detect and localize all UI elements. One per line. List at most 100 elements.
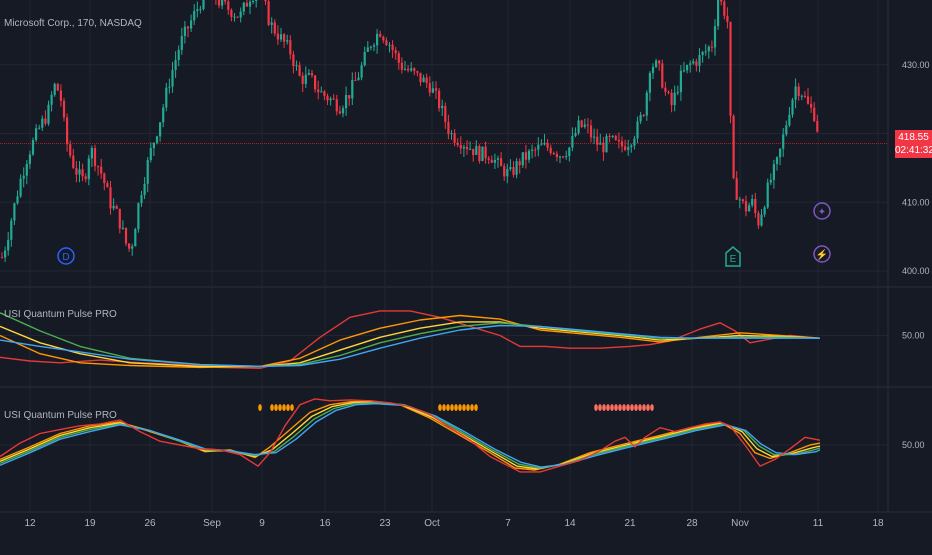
candle-body: [782, 134, 785, 149]
candle-body: [785, 125, 788, 135]
candle-body: [602, 142, 605, 153]
candle-body: [273, 22, 276, 34]
candle-body: [490, 159, 493, 163]
candle-body: [66, 117, 69, 145]
candle-body: [97, 166, 100, 168]
candle-body: [118, 208, 121, 229]
candle-body: [456, 142, 459, 145]
axes: 430.00420.00410.00400.0050.0050.00121926…: [0, 0, 932, 529]
candle-body: [25, 163, 28, 176]
candle-body: [310, 72, 314, 76]
candle-body: [100, 166, 103, 174]
candle-body: [109, 187, 112, 209]
candle-body: [87, 158, 90, 180]
candle-body: [233, 16, 236, 18]
candle-body: [90, 148, 93, 159]
candle-body: [416, 71, 419, 73]
candle-body: [701, 52, 704, 56]
osc1-series-line: [0, 321, 821, 368]
candle-body: [574, 133, 577, 136]
bar-countdown: 02:41:32: [895, 145, 932, 156]
candle-body: [791, 99, 794, 115]
candle-body: [503, 166, 506, 177]
candle-body: [341, 108, 345, 114]
candle-body: [806, 96, 810, 104]
candle-body: [314, 75, 317, 90]
signal-dot-orange: [286, 404, 290, 411]
price-axis-label: 400.00: [902, 266, 930, 276]
candle-body: [720, 0, 723, 2]
time-axis-label: 16: [319, 518, 331, 529]
signal-dot-red: [622, 404, 626, 411]
candle-body: [565, 155, 568, 157]
candle-body: [224, 0, 227, 2]
candle-body: [682, 70, 686, 72]
candle-body: [816, 120, 819, 132]
osc2-series-line: [0, 403, 821, 468]
candle-body: [279, 34, 283, 40]
candle-body: [16, 196, 19, 204]
candle-body: [518, 161, 521, 166]
indicator-title-2[interactable]: USI Quantum Pulse PRO: [4, 410, 117, 421]
candle-body: [84, 176, 87, 180]
candle-body: [658, 60, 661, 64]
candle-body: [496, 158, 500, 160]
candle-body: [707, 46, 710, 52]
candle-body: [633, 138, 636, 146]
candle-body: [673, 92, 676, 106]
symbol-title[interactable]: Microsoft Corp., 170, NASDAQ: [4, 18, 142, 29]
time-axis-label: Oct: [424, 518, 440, 529]
candle-body: [10, 220, 13, 240]
osc1-series-line: [0, 324, 820, 368]
candle-body: [131, 246, 134, 249]
candle-body: [323, 91, 326, 96]
candle-body: [81, 169, 84, 177]
price-axis-label: 430.00: [902, 60, 930, 70]
candle-body: [230, 9, 233, 17]
candle-body: [221, 0, 224, 6]
candle-body: [645, 92, 648, 116]
candle-body: [580, 120, 583, 127]
current-price: 418.55: [898, 132, 929, 143]
candle-body: [475, 146, 478, 155]
signal-dot-orange: [470, 404, 474, 411]
price-axis-label: 410.00: [902, 197, 930, 207]
candle-body: [549, 147, 552, 154]
candle-body: [171, 69, 174, 87]
candle-body: [537, 144, 540, 150]
candle-body: [524, 152, 527, 160]
candle-body: [642, 114, 645, 116]
candle-body: [630, 145, 633, 148]
candle-body: [546, 142, 549, 148]
candle-body: [149, 148, 152, 160]
candle-body: [394, 50, 397, 54]
earnings-marker-label: E: [730, 254, 737, 265]
candle-body: [376, 33, 379, 46]
candle-body: [112, 206, 115, 209]
signal-dot-red: [630, 404, 634, 411]
candle-body: [93, 148, 97, 167]
signal-dot-orange: [270, 404, 274, 411]
signal-dot-red: [594, 404, 598, 411]
event-star-marker-label: ✦: [818, 207, 826, 218]
candle-body: [484, 146, 487, 159]
candle-body: [41, 118, 44, 128]
candle-body: [199, 9, 202, 11]
signal-dot-orange: [454, 404, 458, 411]
candle-body: [738, 199, 741, 201]
signal-dot-red: [646, 404, 650, 411]
candle-body: [763, 207, 766, 215]
candle-body: [465, 146, 469, 150]
osc1-series-line: [0, 314, 821, 369]
candle-body: [335, 99, 338, 112]
candle-body: [639, 114, 642, 122]
indicator-title-1[interactable]: USI Quantum Pulse PRO: [4, 309, 117, 320]
time-axis-label: Nov: [731, 518, 749, 529]
candle-body: [360, 65, 363, 78]
osc2-series-line: [0, 402, 821, 469]
candle-body: [568, 147, 571, 156]
candle-body: [797, 86, 800, 96]
candle-body: [698, 55, 701, 66]
candle-body: [459, 144, 462, 149]
